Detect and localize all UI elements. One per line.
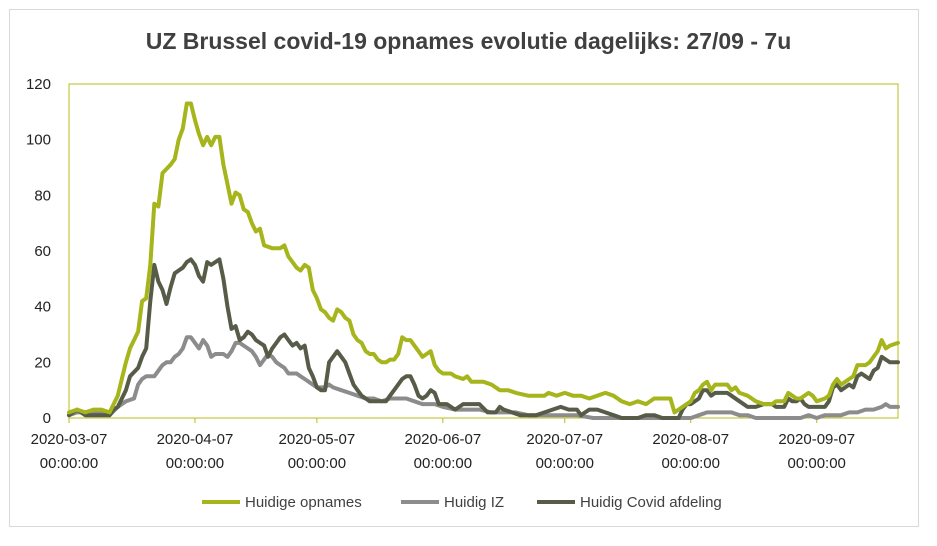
x-tick-date: 2020-04-07 xyxy=(157,431,234,448)
y-axis: 0 20 40 60 80 100 120 xyxy=(26,76,51,427)
x-tick-time: 00:00:00 xyxy=(40,455,98,472)
legend-label: Huidige opnames xyxy=(245,494,362,511)
series-line-huidig-covid-afdeling xyxy=(67,257,900,420)
x-tick-date: 2020-05-07 xyxy=(279,431,356,448)
x-tick-label: 2020-03-07 00:00:00 xyxy=(31,431,108,472)
x-tick-time: 00:00:00 xyxy=(288,455,346,472)
y-tick-label: 80 xyxy=(34,187,51,204)
x-tick-label: 2020-09-07 00:00:00 xyxy=(778,431,855,472)
y-tick-label: 0 xyxy=(43,410,51,427)
x-tick-time: 00:00:00 xyxy=(788,455,846,472)
x-tick-label: 2020-07-07 00:00:00 xyxy=(526,431,603,472)
series-line-huidig-iz xyxy=(67,335,900,420)
y-tick-label: 20 xyxy=(34,354,51,371)
x-tick-time: 00:00:00 xyxy=(662,455,720,472)
x-tick-time: 00:00:00 xyxy=(536,455,594,472)
x-tick-label: 2020-06-07 00:00:00 xyxy=(404,431,481,472)
y-tick-label: 100 xyxy=(26,132,51,149)
x-tick-time: 00:00:00 xyxy=(166,455,224,472)
x-tick-date: 2020-07-07 xyxy=(526,431,603,448)
x-tick-date: 2020-06-07 xyxy=(404,431,481,448)
x-tick-date: 2020-09-07 xyxy=(778,431,855,448)
y-tick-label: 40 xyxy=(34,299,51,316)
x-tick-date: 2020-03-07 xyxy=(31,431,108,448)
plot-area-border xyxy=(68,83,899,419)
x-tick-label: 2020-04-07 00:00:00 xyxy=(157,431,234,472)
x-tick-date: 2020-08-07 xyxy=(652,431,729,448)
chart-title: UZ Brussel covid-19 opnames evolutie dag… xyxy=(145,28,792,54)
x-tick-label: 2020-05-07 00:00:00 xyxy=(279,431,356,472)
legend: Huidige opnames Huidig IZ Huidig Covid afd… xyxy=(202,494,722,511)
y-tick-label: 120 xyxy=(26,76,51,93)
x-tick-time: 00:00:00 xyxy=(414,455,472,472)
y-tick-label: 60 xyxy=(34,243,51,260)
series-line-huidige-opnames xyxy=(67,101,900,415)
x-tick-label: 2020-08-07 00:00:00 xyxy=(652,431,729,472)
legend-label: Huidig IZ xyxy=(444,494,504,511)
chart-frame xyxy=(9,9,919,527)
legend-label: Huidig Covid afdeling xyxy=(580,494,722,511)
series-lines xyxy=(67,101,900,420)
